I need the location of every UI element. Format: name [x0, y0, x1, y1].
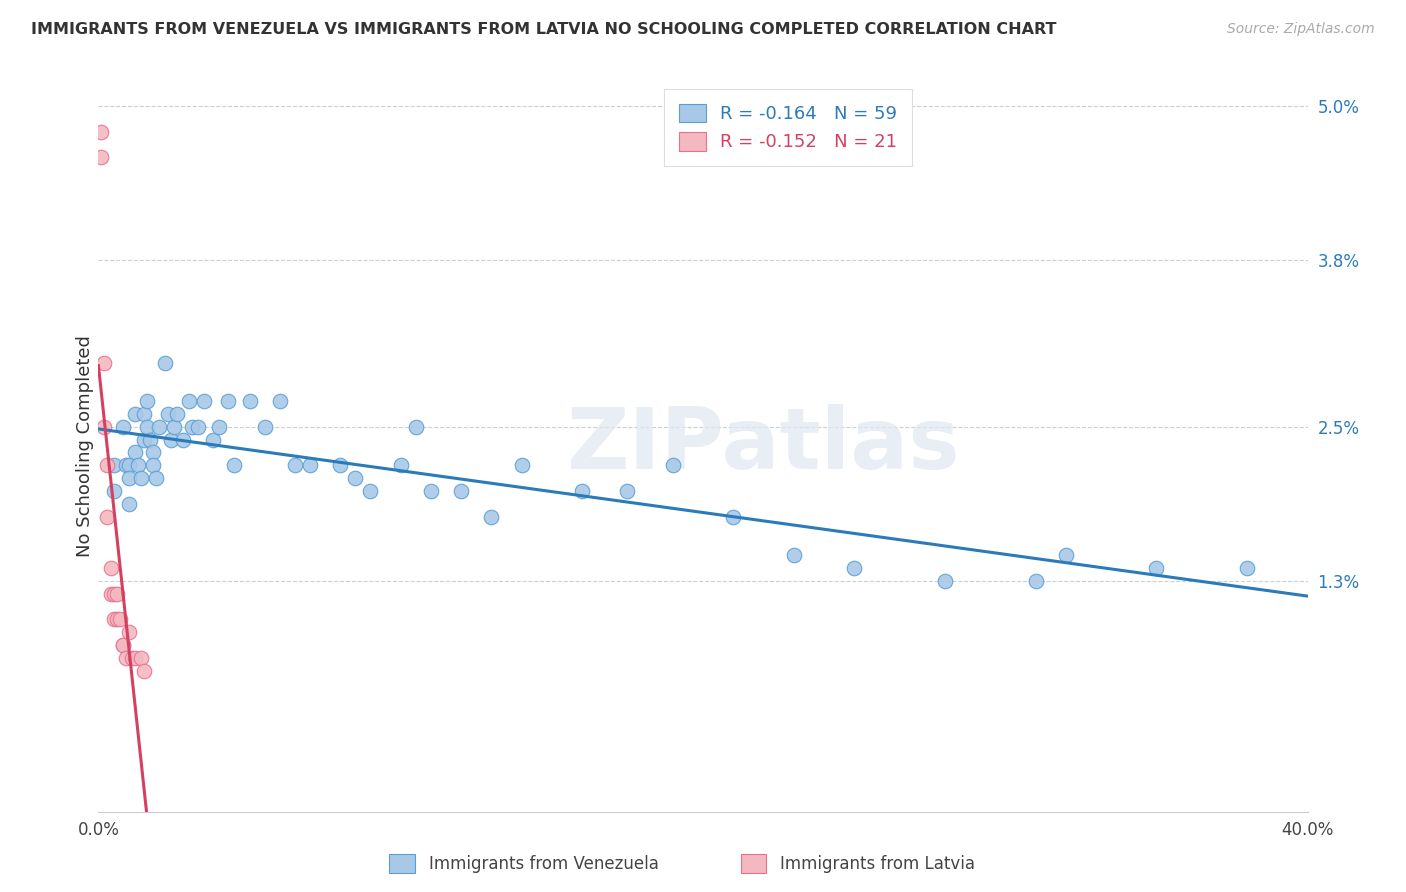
Point [96, 509, 118, 524]
Point [118, 625, 141, 640]
Point [124, 650, 146, 665]
Point [723, 509, 745, 524]
Point [202, 433, 225, 447]
Point [142, 458, 165, 473]
Point [93, 419, 115, 434]
Point [118, 497, 141, 511]
Point [405, 419, 427, 434]
Point [269, 394, 291, 409]
Point [103, 586, 125, 600]
Point [1144, 561, 1167, 575]
Point [118, 471, 141, 485]
Point [616, 483, 638, 498]
Point [783, 548, 806, 562]
Point [145, 471, 167, 485]
Point [148, 419, 170, 434]
Y-axis label: No Schooling Completed: No Schooling Completed [76, 335, 94, 557]
Point [103, 483, 125, 498]
Point [121, 650, 143, 665]
Point [132, 433, 155, 447]
Point [153, 355, 176, 369]
Point [129, 471, 152, 485]
Point [124, 445, 146, 459]
Point [571, 483, 593, 498]
Text: Source: ZipAtlas.com: Source: ZipAtlas.com [1227, 22, 1375, 37]
Point [481, 509, 503, 524]
Point [208, 419, 231, 434]
Point [179, 394, 201, 409]
Text: ZIPatlas: ZIPatlas [567, 404, 960, 488]
Point [329, 458, 352, 473]
Point [450, 483, 472, 498]
Point [844, 561, 866, 575]
Bar [741, 854, 766, 873]
Point [187, 419, 209, 434]
Point [160, 433, 183, 447]
Text: IMMIGRANTS FROM VENEZUELA VS IMMIGRANTS FROM LATVIA NO SCHOOLING COMPLETED CORRE: IMMIGRANTS FROM VENEZUELA VS IMMIGRANTS … [31, 22, 1056, 37]
Point [103, 458, 125, 473]
Point [239, 394, 262, 409]
Point [114, 458, 136, 473]
Point [103, 612, 125, 626]
Point [181, 419, 204, 434]
Legend: R = -0.164   N = 59, R = -0.152   N = 21: R = -0.164 N = 59, R = -0.152 N = 21 [664, 89, 911, 166]
Point [253, 419, 276, 434]
Point [100, 561, 122, 575]
Point [299, 458, 322, 473]
Point [96, 458, 118, 473]
Point [142, 445, 165, 459]
Point [118, 458, 141, 473]
Point [139, 433, 162, 447]
Point [344, 471, 367, 485]
Bar [389, 854, 415, 873]
Point [166, 407, 188, 421]
Point [124, 407, 146, 421]
Point [661, 458, 683, 473]
Point [510, 458, 533, 473]
Point [100, 586, 122, 600]
Point [217, 394, 239, 409]
Point [93, 355, 115, 369]
Point [389, 458, 412, 473]
Point [284, 458, 307, 473]
Point [156, 407, 179, 421]
Point [1236, 561, 1258, 575]
Point [105, 612, 128, 626]
Point [135, 419, 157, 434]
Point [934, 574, 956, 588]
Point [90, 150, 112, 164]
Point [111, 638, 134, 652]
Point [132, 407, 155, 421]
Point [111, 419, 134, 434]
Point [114, 650, 136, 665]
Text: Immigrants from Latvia: Immigrants from Latvia [780, 855, 976, 873]
Point [132, 664, 155, 678]
Point [135, 394, 157, 409]
Point [129, 650, 152, 665]
Point [163, 419, 186, 434]
Point [420, 483, 443, 498]
Point [1024, 574, 1046, 588]
Point [1054, 548, 1077, 562]
Point [90, 125, 112, 139]
Point [127, 458, 149, 473]
Point [111, 638, 134, 652]
Point [360, 483, 382, 498]
Point [193, 394, 215, 409]
Point [224, 458, 246, 473]
Point [105, 586, 128, 600]
Point [172, 433, 194, 447]
Point [108, 612, 131, 626]
Text: Immigrants from Venezuela: Immigrants from Venezuela [429, 855, 658, 873]
